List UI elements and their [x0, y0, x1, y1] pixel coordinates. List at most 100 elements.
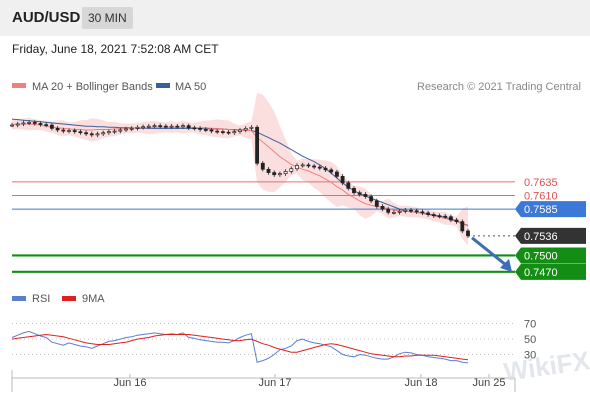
rsi-legend-swatch — [12, 296, 26, 301]
candle-body — [158, 125, 163, 127]
candle-body — [340, 176, 345, 184]
x-tick-label: Jun 18 — [404, 377, 437, 389]
candle-body — [443, 215, 448, 218]
rsi-line — [11, 330, 469, 364]
candle-body — [181, 125, 185, 128]
candle-body — [169, 125, 174, 128]
candle-body — [106, 131, 111, 134]
candle-body — [163, 125, 168, 128]
candle-body — [84, 132, 89, 135]
candle-body — [226, 131, 231, 134]
candle-body — [295, 165, 299, 170]
candle-body — [312, 165, 317, 168]
candle-body — [334, 171, 339, 177]
credit-label: Research © 2021 Trading Central — [417, 81, 581, 93]
candle-body — [101, 132, 106, 135]
candle-body — [209, 129, 214, 132]
candle-body — [255, 126, 260, 164]
rsi-tick-30: 30 — [524, 349, 536, 361]
candle-body — [49, 124, 54, 129]
forecast-arrow — [471, 236, 508, 267]
candle-body — [454, 219, 459, 222]
candle-body — [391, 212, 396, 214]
candle-body — [260, 162, 265, 170]
bollinger-band — [12, 92, 468, 246]
symbol-title: AUD/USD — [12, 9, 81, 26]
rsi-ma-legend-label: 9MA — [82, 293, 105, 305]
candle-body — [283, 171, 288, 174]
candle-body — [15, 123, 20, 126]
candle-body — [38, 123, 43, 125]
level-tag-0.7500 — [515, 247, 586, 264]
candle-body — [118, 129, 123, 132]
candle-body — [403, 209, 408, 212]
ma50-legend-label: MA 50 — [175, 81, 206, 93]
ma20-legend-label: MA 20 + Bollinger Bands — [32, 81, 153, 93]
rsi-ma-line — [11, 333, 469, 361]
candle-body — [420, 211, 425, 214]
candle-body — [129, 128, 134, 130]
interval-button[interactable]: 30 MIN — [82, 7, 133, 29]
candle-body — [346, 182, 351, 189]
candle-body — [437, 215, 442, 217]
candle-body — [146, 125, 151, 128]
candle-body — [141, 126, 146, 129]
candle-body — [61, 129, 66, 132]
ma50-legend-swatch — [156, 83, 170, 88]
candle-body — [386, 208, 391, 213]
candle-body — [78, 131, 83, 134]
datetime-label: Friday, June 18, 2021 7:52:08 AM CET — [12, 42, 219, 56]
rsi-legend-label: RSI — [32, 293, 50, 305]
candle-body — [89, 133, 94, 136]
rsi-tick-50: 50 — [524, 334, 536, 346]
candle-body — [289, 168, 294, 172]
candle-body — [357, 192, 362, 195]
candle-body — [27, 122, 32, 124]
level-tag-0.7470 — [515, 263, 586, 280]
candle-body — [431, 214, 436, 216]
candle-body — [300, 164, 305, 167]
rsi-ma-legend-swatch — [62, 296, 76, 301]
level-label-0.7585: 0.7585 — [524, 204, 558, 216]
candle-body — [323, 167, 328, 171]
candle-body — [192, 127, 197, 130]
candle-body — [460, 221, 465, 232]
candle-body — [203, 129, 208, 131]
candle-body — [112, 130, 117, 133]
candle-body — [232, 131, 237, 134]
x-tick-label: Jun 25 — [472, 377, 505, 389]
candle-body — [369, 196, 374, 202]
candle-body — [10, 124, 14, 127]
level-tag-0.7536 — [515, 227, 586, 244]
candle-body — [55, 128, 60, 131]
candle-body — [329, 169, 334, 173]
candle-body — [272, 172, 277, 176]
candle-body — [220, 131, 225, 133]
level-label-0.7500: 0.7500 — [524, 250, 558, 262]
candle-body — [44, 124, 49, 126]
level-label-0.7610: 0.7610 — [524, 190, 558, 202]
candle-body — [352, 188, 356, 194]
forecast-arrowhead — [500, 258, 512, 272]
candle-body — [175, 125, 180, 128]
level-tag-0.7585 — [515, 201, 586, 218]
level-label-0.7536: 0.7536 — [524, 231, 558, 243]
candle-body — [317, 166, 322, 169]
candle-body — [466, 230, 470, 237]
candle-body — [243, 128, 248, 131]
candle-body — [186, 125, 191, 129]
level-label-0.7470: 0.7470 — [524, 267, 558, 279]
candle-body — [249, 126, 254, 129]
candle-body — [448, 216, 453, 221]
candle-body — [152, 125, 157, 127]
candle-body — [363, 194, 368, 197]
watermark-logo: WikiFX — [502, 345, 590, 387]
ma20-legend-swatch — [12, 83, 26, 88]
candle-body — [238, 129, 242, 132]
level-label-0.7635: 0.7635 — [524, 177, 558, 189]
candle-body — [32, 122, 37, 124]
candle-body — [72, 130, 77, 132]
x-tick-label: Jun 17 — [258, 377, 291, 389]
candle-body — [124, 128, 128, 131]
